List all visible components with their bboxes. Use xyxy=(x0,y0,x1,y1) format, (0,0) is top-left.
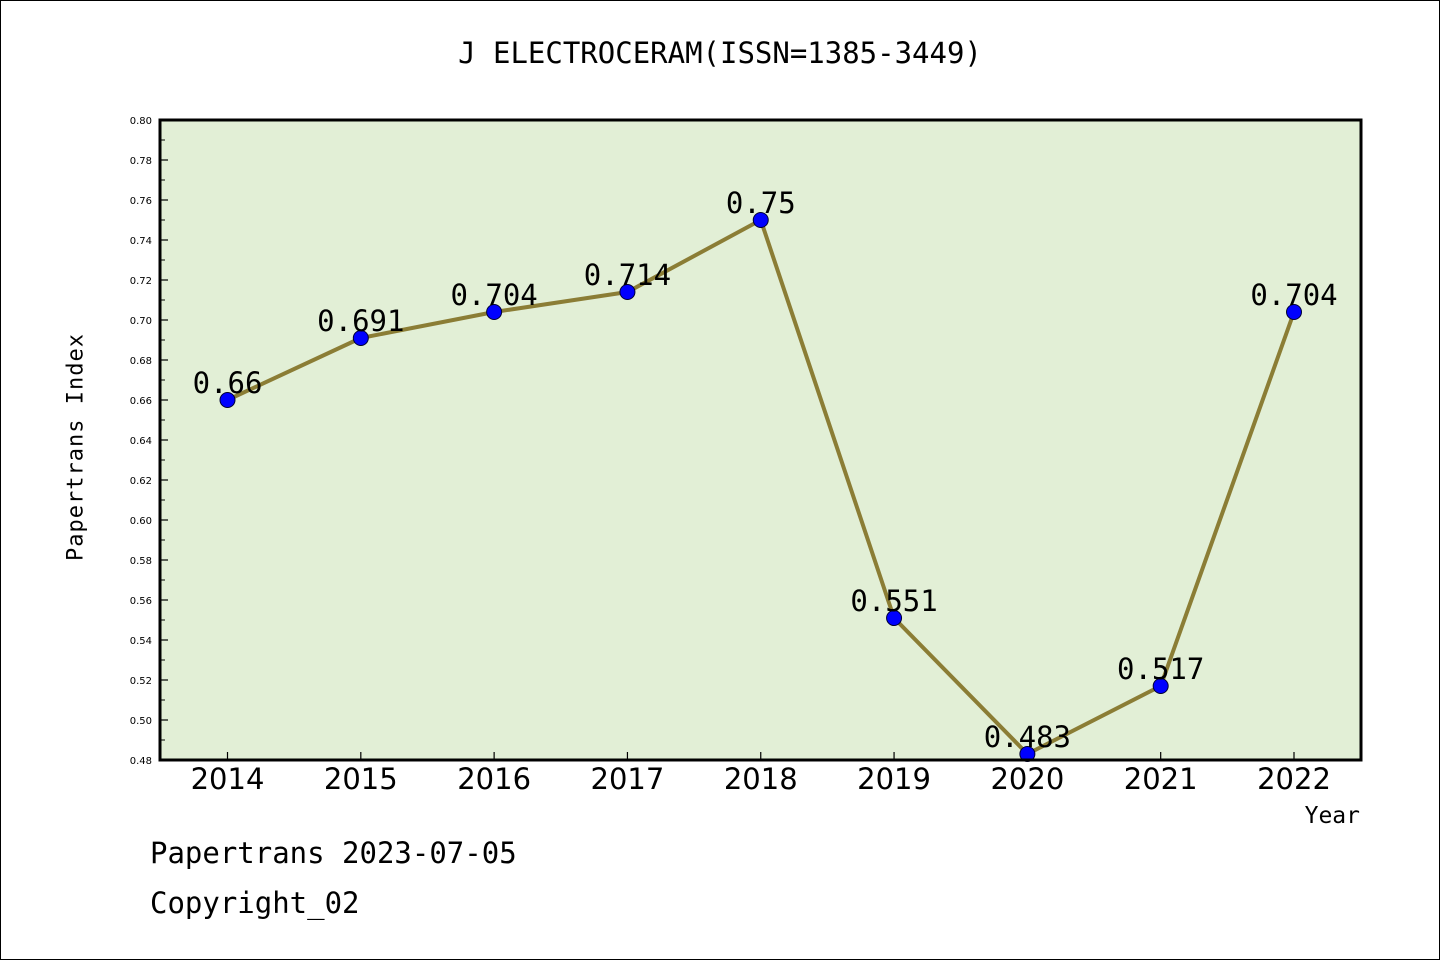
y-tick-label: 0.62 xyxy=(130,476,152,487)
y-tick-label: 0.76 xyxy=(130,196,152,207)
x-tick-label: 2022 xyxy=(1257,762,1331,796)
y-tick-label: 0.74 xyxy=(130,236,152,247)
x-axis-ticks: 2014 2015 2016 2017 2018 2019 2020 2021 2022 xyxy=(191,752,1331,796)
y-tick-label: 0.50 xyxy=(130,716,152,727)
y-tick-label: 0.70 xyxy=(130,316,152,327)
y-tick-label: 0.64 xyxy=(130,436,152,447)
data-point xyxy=(352,330,369,346)
data-label: 0.691 xyxy=(317,304,404,338)
x-tick-label: 2017 xyxy=(591,762,665,796)
data-label: 0.483 xyxy=(984,720,1071,754)
y-tick-label: 0.48 xyxy=(130,756,152,767)
x-tick-label: 2016 xyxy=(457,762,531,796)
data-label: 0.714 xyxy=(584,258,671,292)
data-label: 0.551 xyxy=(850,584,937,618)
data-label: 0.66 xyxy=(193,366,263,400)
x-tick-label: 2020 xyxy=(990,762,1064,796)
data-label: 0.517 xyxy=(1117,652,1204,686)
data-labels: 0.66 0.691 0.704 0.714 0.75 0.551 0.483 0.517 0.… xyxy=(193,186,1338,754)
y-tick-label: 0.60 xyxy=(130,516,152,527)
x-tick-label: 2019 xyxy=(857,762,931,796)
data-point xyxy=(752,212,769,228)
data-point xyxy=(219,392,236,408)
data-label: 0.75 xyxy=(726,186,796,220)
plot-border xyxy=(158,118,1363,762)
y-tick-label: 0.66 xyxy=(130,396,152,407)
y-tick-label: 0.78 xyxy=(130,156,152,167)
x-axis-label: Year xyxy=(1304,803,1360,829)
data-label: 0.704 xyxy=(450,278,537,312)
x-tick-label: 2014 xyxy=(191,762,265,796)
y-tick-label: 0.56 xyxy=(130,596,152,607)
data-markers xyxy=(219,212,1302,762)
y-tick-label: 0.58 xyxy=(130,556,152,567)
y-tick-label: 0.52 xyxy=(130,676,152,687)
data-point xyxy=(486,304,503,320)
data-point xyxy=(1286,304,1302,320)
x-tick-label: 2021 xyxy=(1124,762,1198,796)
data-point xyxy=(886,610,903,626)
chart-title: J ELECTROCERAM(ISSN=1385-3449) xyxy=(458,36,982,70)
x-tick-label: 2018 xyxy=(724,762,798,796)
y-tick-label: 0.80 xyxy=(130,116,152,127)
x-tick-label: 2015 xyxy=(324,762,398,796)
data-label: 0.704 xyxy=(1250,278,1337,312)
data-point xyxy=(1152,678,1169,694)
data-point xyxy=(619,284,636,300)
footer-date: Papertrans 2023-07-05 xyxy=(150,836,517,870)
y-tick-label: 0.68 xyxy=(130,356,152,367)
y-tick-label: 0.72 xyxy=(130,276,152,287)
footer-copyright: Copyright_02 xyxy=(150,886,360,920)
y-tick-label: 0.54 xyxy=(130,636,152,647)
